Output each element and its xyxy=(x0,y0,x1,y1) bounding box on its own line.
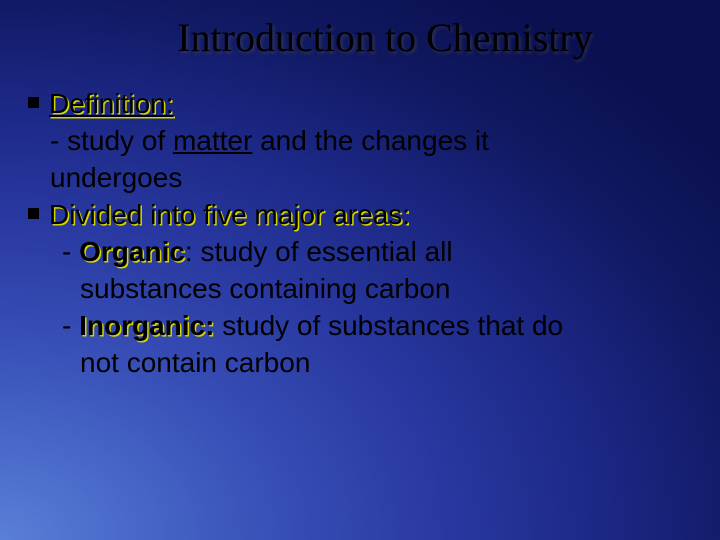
bold-inorganic: Inorganic: xyxy=(79,310,214,341)
square-bullet-icon xyxy=(28,208,39,219)
slide: Introduction to Chemistry Definition: - … xyxy=(0,0,720,540)
dash-prefix: - xyxy=(62,310,79,341)
text-fragment: : study of essential all xyxy=(185,236,453,267)
bullet-item-areas: Divided into five major areas: xyxy=(28,197,692,234)
slide-body: Definition: - study of matter and the ch… xyxy=(28,86,692,382)
slide-title: Introduction to Chemistry xyxy=(0,14,720,61)
dash-prefix: - xyxy=(62,236,79,267)
heading-definition: Definition: xyxy=(49,88,174,119)
sub-item-organic: - Organic: study of essential all xyxy=(62,234,692,271)
bullet-item-definition: Definition: xyxy=(28,86,692,123)
heading-areas: Divided into five major areas: xyxy=(49,199,410,230)
text-fragment: - study of xyxy=(50,125,173,156)
underlined-word-matter: matter xyxy=(173,125,252,156)
sub-item-inorganic-cont: not contain carbon xyxy=(80,345,692,382)
text-fragment: study of substances that do xyxy=(214,310,563,341)
definition-line2: undergoes xyxy=(50,160,692,197)
square-bullet-icon xyxy=(28,97,39,108)
text-fragment: and the changes it xyxy=(252,125,489,156)
sub-item-inorganic: - Inorganic: study of substances that do xyxy=(62,308,692,345)
definition-line1: - study of matter and the changes it xyxy=(50,123,692,160)
bold-organic: Organic xyxy=(79,236,185,267)
sub-item-organic-cont: substances containing carbon xyxy=(80,271,692,308)
